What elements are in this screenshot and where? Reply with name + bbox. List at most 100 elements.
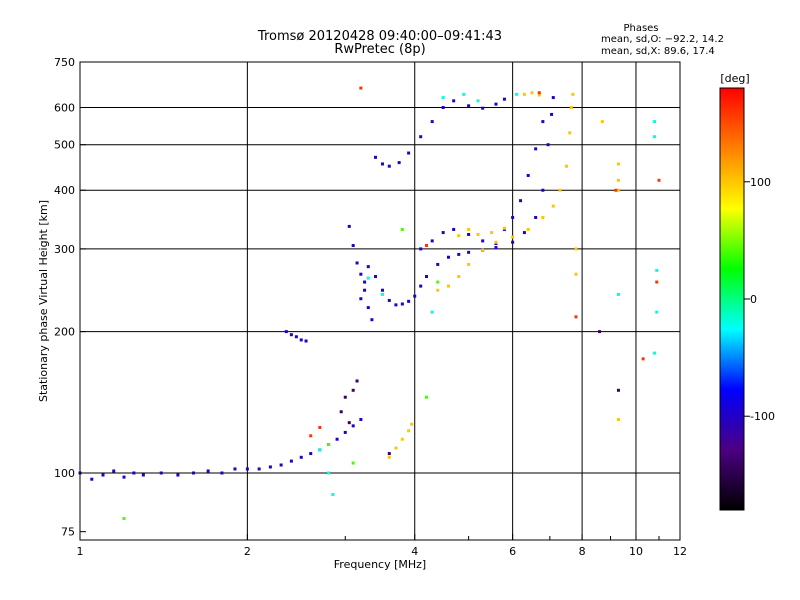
data-point bbox=[380, 292, 384, 296]
data-point bbox=[430, 310, 434, 314]
data-point bbox=[494, 240, 498, 244]
data-point bbox=[400, 302, 404, 306]
data-point bbox=[407, 151, 411, 155]
data-point bbox=[366, 265, 370, 269]
data-point bbox=[558, 188, 562, 192]
data-point bbox=[220, 471, 224, 475]
data-point bbox=[467, 227, 471, 231]
data-point bbox=[327, 442, 331, 446]
y-axis-ticks: 75 100 200 300 400 500 600 750 bbox=[54, 56, 86, 539]
x-tick-label: 1 bbox=[77, 545, 84, 558]
data-point bbox=[537, 91, 541, 95]
data-point bbox=[467, 262, 471, 266]
data-point bbox=[446, 284, 450, 288]
data-point bbox=[284, 330, 288, 334]
data-point bbox=[387, 452, 391, 456]
data-point bbox=[419, 284, 423, 288]
data-point bbox=[502, 97, 506, 101]
grid-lines bbox=[80, 62, 680, 540]
data-point bbox=[436, 262, 440, 266]
data-point bbox=[550, 112, 554, 116]
chart-subtitle: RwPretec (8p) bbox=[334, 42, 425, 57]
data-point bbox=[101, 473, 105, 477]
data-point bbox=[502, 226, 506, 230]
data-point bbox=[494, 102, 498, 106]
data-point bbox=[616, 417, 620, 421]
y-tick-label: 300 bbox=[54, 243, 75, 256]
x-axis-label: Frequency [MHz] bbox=[334, 558, 426, 571]
data-point bbox=[294, 335, 298, 339]
data-point bbox=[616, 188, 620, 192]
data-point bbox=[347, 421, 351, 425]
data-point bbox=[355, 379, 359, 383]
data-point bbox=[387, 164, 391, 168]
data-point bbox=[551, 96, 555, 100]
data-point bbox=[289, 333, 293, 337]
data-point bbox=[657, 178, 661, 182]
data-point bbox=[299, 455, 303, 459]
data-point bbox=[511, 215, 515, 219]
y-tick-label: 600 bbox=[54, 102, 75, 115]
data-point bbox=[245, 467, 249, 471]
data-point bbox=[141, 473, 145, 477]
data-point bbox=[363, 288, 367, 292]
data-point bbox=[515, 92, 519, 96]
data-point bbox=[641, 357, 645, 361]
data-point bbox=[400, 227, 404, 231]
data-point bbox=[318, 425, 322, 429]
data-point bbox=[537, 93, 541, 97]
data-point bbox=[380, 162, 384, 166]
data-point bbox=[446, 255, 450, 259]
data-point bbox=[351, 244, 355, 248]
data-point bbox=[425, 395, 429, 399]
x-tick-label: 4 bbox=[411, 545, 418, 558]
data-point bbox=[347, 224, 351, 228]
data-point bbox=[441, 106, 445, 110]
data-point bbox=[457, 252, 461, 256]
data-point bbox=[132, 471, 136, 475]
data-point bbox=[541, 188, 545, 192]
data-point bbox=[380, 288, 384, 292]
data-point bbox=[569, 106, 573, 110]
data-point bbox=[359, 297, 363, 301]
data-point bbox=[331, 492, 335, 496]
data-point bbox=[425, 244, 429, 248]
data-point bbox=[159, 471, 163, 475]
data-point bbox=[309, 434, 313, 438]
data-point bbox=[530, 91, 534, 95]
data-point bbox=[343, 395, 347, 399]
y-tick-label: 100 bbox=[54, 467, 75, 480]
data-point bbox=[534, 147, 538, 151]
data-point bbox=[655, 310, 659, 314]
data-point bbox=[425, 275, 429, 279]
data-point bbox=[511, 240, 515, 244]
phases-title: Phases bbox=[623, 23, 658, 34]
data-point bbox=[522, 92, 526, 96]
data-point bbox=[616, 388, 620, 392]
data-point bbox=[568, 131, 572, 135]
data-point bbox=[339, 410, 343, 414]
x-tick-label: 12 bbox=[673, 545, 687, 558]
data-point bbox=[534, 215, 538, 219]
data-point bbox=[394, 303, 398, 307]
data-point bbox=[462, 92, 466, 96]
colorbar-tick-label: 0 bbox=[750, 293, 757, 306]
data-point bbox=[430, 120, 434, 124]
data-point bbox=[614, 188, 618, 192]
data-point bbox=[351, 461, 355, 465]
data-point bbox=[481, 106, 485, 110]
data-point bbox=[467, 250, 471, 254]
data-point bbox=[541, 215, 545, 219]
data-point bbox=[351, 424, 355, 428]
y-tick-label: 500 bbox=[54, 139, 75, 152]
data-point bbox=[574, 315, 578, 319]
phases-stats-x: mean, sd,X: 89.6, 17.4 bbox=[601, 46, 715, 57]
data-point bbox=[363, 280, 367, 284]
data-point bbox=[616, 292, 620, 296]
data-point bbox=[541, 120, 545, 124]
data-point bbox=[394, 446, 398, 450]
colorbar bbox=[719, 87, 745, 511]
data-point bbox=[481, 239, 485, 243]
data-point bbox=[546, 143, 550, 147]
